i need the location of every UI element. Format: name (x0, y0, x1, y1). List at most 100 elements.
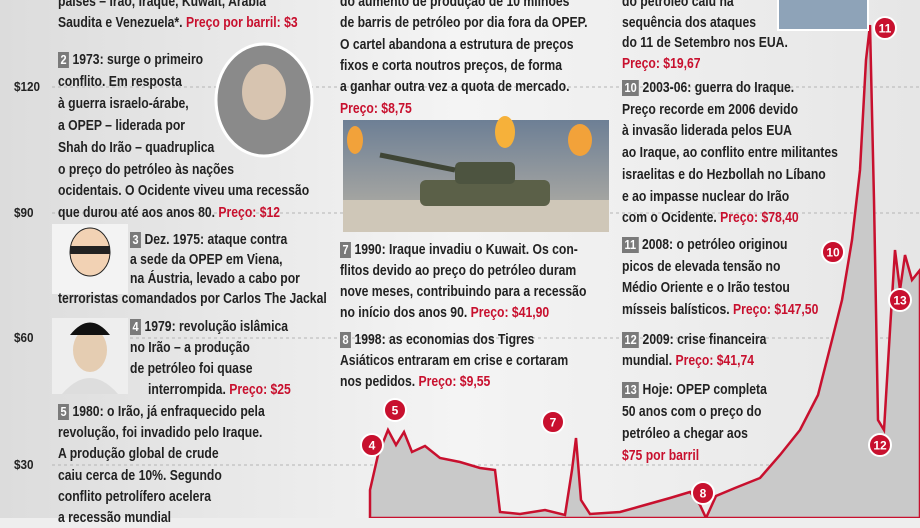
glasses (70, 246, 110, 254)
marker-label: 11 (879, 22, 892, 36)
event-text: 1979: revolução islâmica (144, 319, 289, 335)
marker (383, 398, 407, 422)
event-text: ao Iraque, ao conflito entre militantes (622, 145, 838, 162)
text-line: conflito. Em resposta (58, 72, 182, 92)
event-text: Hoje: OPEP completa (642, 382, 767, 398)
text-line: que durou até aos anos 80. Preço: $12 (58, 203, 280, 223)
event-text: 2008: o petróleo originou (641, 237, 788, 253)
text-line: com o Ocidente. Preço: $78,40 (622, 208, 799, 228)
event-number: 5 (58, 404, 70, 420)
text-line: à invasão liderada pelos EUA (622, 121, 792, 141)
event-text: terroristas comandados por Carlos The Ja… (58, 290, 327, 307)
event-text: petróleo a chegar aos (622, 426, 748, 442)
text-line: 4 1979: revolução islâmica (130, 317, 288, 337)
text-line: picos de elevada tensão no (622, 257, 780, 277)
text-line: israelitas e do Hezbollah no Líbano (622, 165, 826, 185)
turban (70, 322, 110, 335)
event-text: mundial. (622, 353, 673, 369)
event-text: 50 anos com o preço do (622, 404, 762, 420)
event-number: 10 (622, 80, 640, 96)
event-text: israelitas e do Hezbollah no Líbano (622, 166, 826, 183)
event-text: de barris de petróleo por dia fora da OP… (340, 15, 588, 32)
event-text: e ao impasse nuclear do Irão (622, 188, 790, 205)
marker-label: 4 (369, 439, 376, 453)
text-line: Preço recorde em 2006 devido (622, 100, 798, 120)
cannon (379, 152, 456, 173)
event-number: 8 (340, 332, 352, 348)
event-text: 1973: surge o primeiro (72, 52, 204, 68)
marker-label: 5 (392, 404, 399, 418)
tank (420, 180, 550, 206)
text-line: a recessão mundial (58, 508, 171, 528)
text-line: Saudita e Venezuela*. Preço por barril: … (58, 13, 298, 33)
price: Preço: $12 (218, 205, 281, 222)
price: Preço: $19,67 (622, 55, 701, 72)
text-line: à guerra israelo-árabe, (58, 94, 189, 114)
event-text: do 11 de Setembro nos EUA. (622, 35, 788, 51)
event-text: a recessão mundial (58, 510, 172, 526)
event-number: 2 (58, 52, 70, 68)
event-text: com o Ocidente. (622, 210, 717, 227)
text-line: conflito petrolífero acelera (58, 487, 211, 507)
event-text: de petróleo foi quase (130, 361, 253, 377)
price: Preço: $9,55 (418, 374, 491, 390)
event-text: Dez. 1975: ataque contra (144, 232, 288, 248)
marker (873, 16, 897, 40)
event-text: a sede da OPEP em Viena, (130, 251, 283, 268)
marker (821, 240, 845, 264)
photo (777, 0, 869, 31)
text-line: no início dos anos 90. Preço: $41,90 (340, 303, 549, 323)
event-number: 7 (340, 242, 352, 258)
text-line: terroristas comandados por Carlos The Ja… (58, 289, 327, 309)
text-line: 13 Hoje: OPEP completa (622, 380, 767, 400)
text-line: ocidentais. O Ocidente viveu uma recessã… (58, 181, 309, 201)
event-text: conflito petrolífero acelera (58, 488, 211, 505)
text-line: 3 Dez. 1975: ataque contra (130, 230, 287, 250)
event-text: do aumento de produção de 10 milhões (340, 0, 570, 10)
face (73, 328, 107, 372)
event-text: 1980: o Irão, já enfraquecido pela (72, 404, 265, 420)
text-line: mundial. Preço: $41,74 (622, 351, 754, 371)
text-line: Asiáticos entraram em crise e cortaram (340, 351, 568, 371)
axis-label: $60 (14, 330, 34, 345)
text-line: Shah do Irão – quadruplica (58, 138, 214, 158)
event-text: do petróleo caiu na (622, 0, 734, 10)
event-text: Saudita e Venezuela*. (58, 15, 183, 31)
flame (568, 124, 592, 156)
text-line: do 11 de Setembro nos EUA. (622, 33, 788, 53)
price: Preço por barril: $3 (185, 15, 298, 31)
event-text: à guerra israelo-árabe, (58, 95, 189, 112)
axis-label: $120 (14, 79, 41, 94)
event-text: 2003-06: guerra do Iraque. (642, 80, 795, 96)
event-text: a OPEP – liderada por (58, 117, 186, 134)
event-text: 1998: as economias dos Tigres (354, 332, 535, 348)
text-line: e ao impasse nuclear do Irão (622, 187, 789, 207)
text-line: 10 2003-06: guerra do Iraque. (622, 78, 794, 98)
event-text: sequência dos ataques (622, 14, 757, 31)
text-line: Médio Oriente e o Irão testou (622, 278, 790, 298)
text-line: mísseis balísticos. Preço: $147,50 (622, 300, 818, 320)
text-line: no Irão – a produção (130, 338, 250, 358)
text-line: caiu cerca de 10%. Segundo (58, 466, 222, 486)
text-line: de barris de petróleo por dia fora da OP… (340, 13, 588, 33)
turret (455, 162, 515, 184)
marker (541, 410, 565, 434)
event-text: a ganhar outra vez a quota de mercado. (340, 79, 570, 96)
marker-label: 10 (826, 246, 840, 260)
event-text: Shah do Irão – quadruplica (58, 139, 215, 156)
event-text: picos de elevada tensão no (622, 258, 781, 275)
text-line: 50 anos com o preço do (622, 402, 761, 422)
event-text: A produção global de crude (58, 446, 219, 463)
text-line: a ganhar outra vez a quota de mercado. (340, 77, 569, 97)
event-text: Preço recorde em 2006 devido (622, 101, 799, 118)
text-line: $75 por barril (622, 446, 699, 466)
text-line: Preço: $19,67 (622, 54, 701, 74)
text-line: nos pedidos. Preço: $9,55 (340, 372, 490, 392)
marker-label: 13 (893, 294, 907, 308)
text-line: sequência dos ataques (622, 13, 756, 33)
event-text: o preço do petróleo às nações (58, 161, 234, 178)
event-text: mísseis balísticos. (622, 301, 730, 318)
price-line (368, 24, 920, 518)
price: Preço: $25 (229, 382, 291, 398)
